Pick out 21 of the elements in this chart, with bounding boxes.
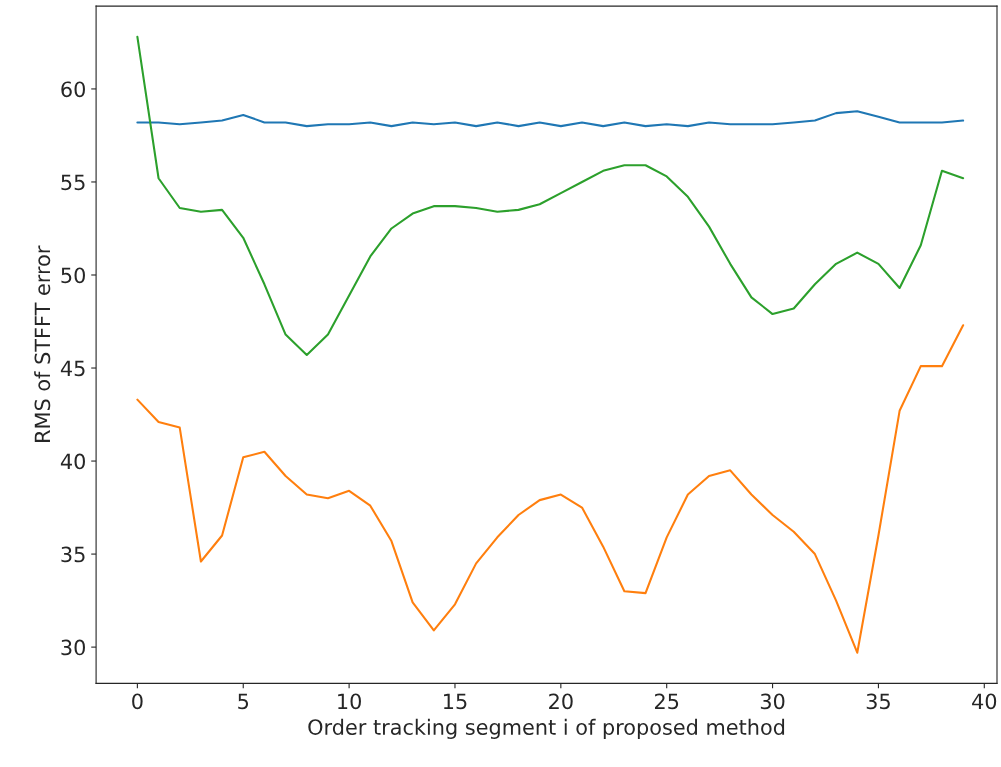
- x-tick-label: 20: [549, 693, 573, 710]
- x-tick-label: 5: [238, 693, 249, 710]
- line-series: [136, 35, 965, 357]
- y-tick-label: 55: [61, 174, 85, 191]
- y-tick-label: 35: [61, 546, 85, 563]
- line-series: [136, 110, 965, 128]
- x-tick-label: 25: [654, 693, 679, 710]
- y-tick-label: 60: [61, 81, 85, 98]
- x-tick-label: 40: [972, 693, 997, 710]
- y-tick-label: 50: [61, 267, 85, 284]
- x-axis-title: Order tracking segment i of proposed method: [308, 718, 785, 739]
- x-tick-label: 35: [866, 693, 890, 710]
- x-tick-label: 0: [132, 693, 143, 710]
- y-tick-label: 30: [61, 639, 85, 656]
- y-axis-title: RMS of STFFT error: [34, 245, 51, 442]
- x-tick-label: 30: [760, 693, 785, 710]
- y-tick-label: 45: [60, 360, 85, 377]
- x-tick-label: 15: [444, 693, 467, 710]
- x-tick-label: 10: [338, 693, 361, 710]
- y-tick-label: 40: [60, 453, 85, 470]
- line-series: [136, 324, 965, 654]
